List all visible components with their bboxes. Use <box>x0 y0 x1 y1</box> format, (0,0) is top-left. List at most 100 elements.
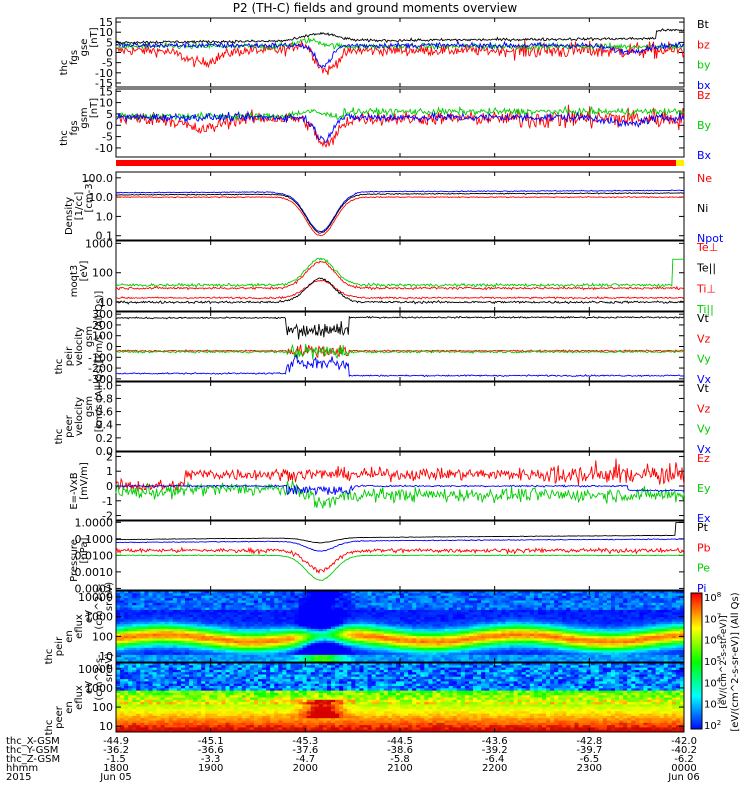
heat-cell <box>282 640 287 644</box>
heat-cell <box>136 695 141 698</box>
heat-cell <box>164 628 170 632</box>
heat-cell <box>558 593 563 597</box>
heat-cell <box>582 595 588 599</box>
heat-cell <box>347 640 352 644</box>
heat-cell <box>266 652 271 656</box>
heat-cell <box>675 626 681 630</box>
heat-cell <box>513 628 519 632</box>
heat-cell <box>550 607 555 611</box>
heat-cell <box>298 650 304 654</box>
heat-cell <box>379 628 385 632</box>
heat-cell <box>116 602 121 606</box>
y-tick-label: 200 <box>92 319 113 332</box>
heat-cell <box>590 612 596 616</box>
heat-cell <box>647 598 653 601</box>
heat-cell <box>331 652 336 656</box>
heat-cell <box>168 602 174 606</box>
heat-cell <box>578 654 584 658</box>
heat-cell <box>395 657 401 661</box>
heat-cell <box>546 591 551 594</box>
heat-cell <box>116 706 121 710</box>
heat-cell <box>619 633 624 637</box>
heat-cell <box>213 638 218 642</box>
heat-cell <box>521 643 527 646</box>
heat-cell <box>558 643 563 646</box>
heat-cell <box>375 645 381 649</box>
heat-cell <box>521 631 527 635</box>
heat-cell <box>144 695 149 698</box>
heat-cell <box>631 600 636 604</box>
heat-cell <box>562 635 567 639</box>
heat-cell <box>176 715 182 719</box>
heat-cell <box>473 624 478 627</box>
heat-cell <box>347 628 352 632</box>
heat-cell <box>582 626 588 630</box>
heat-cell <box>347 607 352 611</box>
heat-cell <box>322 624 328 627</box>
heat-cell <box>493 609 498 613</box>
heat-cell <box>533 591 539 594</box>
heat-cell <box>290 614 296 618</box>
heat-cell <box>525 607 531 611</box>
heat-cell <box>148 672 154 675</box>
heat-cell <box>294 605 300 609</box>
heat-cell <box>631 657 636 661</box>
heat-cell <box>647 640 653 644</box>
heat-cell <box>501 635 506 639</box>
heat-cell <box>116 614 121 618</box>
heat-cell <box>184 654 190 658</box>
heat-cell <box>152 679 158 682</box>
heat-cell <box>546 643 551 646</box>
heat-cell <box>201 657 206 661</box>
heat-cell <box>643 600 648 604</box>
heat-cell <box>140 695 145 698</box>
heat-cell <box>647 659 653 663</box>
heat-cell <box>189 621 194 625</box>
heat-cell <box>643 593 648 597</box>
heat-cell <box>136 647 141 651</box>
heat-cell <box>464 624 470 627</box>
heat-cell <box>144 688 149 692</box>
heat-cell <box>225 657 231 661</box>
heat-cell <box>148 607 154 611</box>
heat-cell <box>537 659 543 663</box>
heat-cell <box>184 591 190 594</box>
heat-cell <box>205 645 210 649</box>
heat-cell <box>209 617 214 620</box>
heat-cell <box>582 652 588 656</box>
panel-frame <box>115 240 685 312</box>
heat-cell <box>667 654 673 658</box>
heat-cell <box>359 643 364 646</box>
heat-cell <box>517 614 523 618</box>
heat-cell <box>172 674 178 678</box>
heat-cell <box>533 626 539 630</box>
heat-cell <box>164 725 170 728</box>
heat-cell <box>128 626 133 630</box>
y-tick-label: 10000 <box>78 591 113 604</box>
heat-cell <box>116 598 121 601</box>
heat-cell <box>667 638 673 642</box>
heat-cell <box>339 628 344 632</box>
heat-cell <box>120 591 125 594</box>
heat-cell <box>489 643 494 646</box>
heat-cell <box>521 621 527 625</box>
heat-cell <box>586 633 592 637</box>
heat-cell <box>651 635 657 639</box>
y-tick-label: 0 <box>106 119 113 132</box>
heat-cell <box>168 619 174 623</box>
heat-cell <box>160 679 166 682</box>
heat-cell <box>160 676 166 680</box>
heat-cell <box>331 593 336 597</box>
heat-cell <box>639 605 644 609</box>
heat-cell <box>651 595 657 599</box>
heat-cell <box>375 624 381 627</box>
heat-cell <box>314 595 320 599</box>
heat-cell <box>400 626 405 630</box>
y-label-line: [km/s (All Qs)] <box>94 291 105 363</box>
heat-cell <box>148 595 154 599</box>
heat-cell <box>116 647 121 651</box>
heat-cell <box>615 593 620 597</box>
heat-cell <box>619 626 624 630</box>
heat-cell <box>619 654 624 658</box>
heat-cell <box>505 631 511 635</box>
